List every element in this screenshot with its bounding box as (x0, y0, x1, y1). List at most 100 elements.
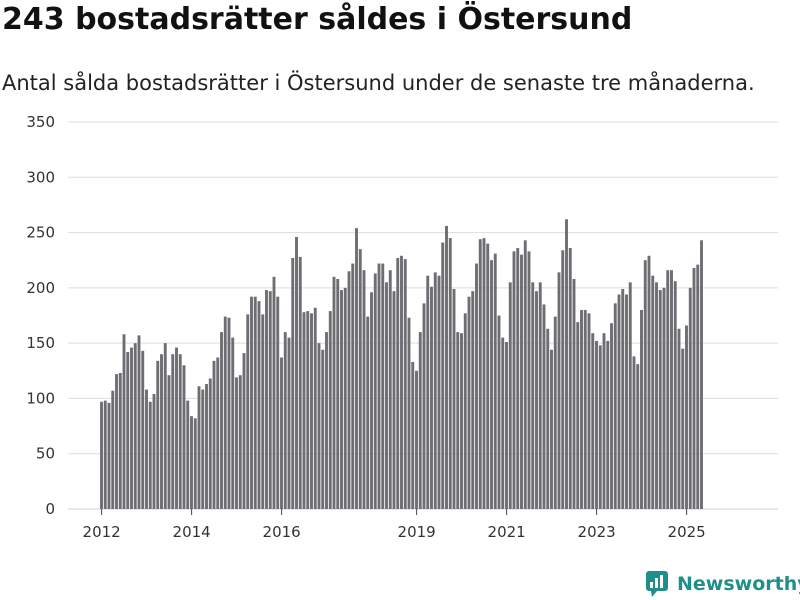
bar (122, 334, 126, 509)
bar (261, 314, 265, 509)
brand-name: Newsworthy (677, 573, 800, 595)
bar (700, 240, 703, 509)
bar (418, 332, 422, 509)
bar (126, 351, 130, 509)
bar (238, 375, 242, 509)
bar (317, 343, 321, 509)
bar (283, 332, 287, 509)
bar (617, 294, 621, 509)
bar (557, 272, 561, 509)
bar (475, 263, 478, 509)
bar (242, 353, 246, 509)
bar (640, 309, 643, 509)
bar (276, 296, 280, 509)
bar (298, 256, 302, 509)
bar (250, 296, 253, 509)
bar (621, 288, 625, 509)
bar (118, 373, 122, 509)
bar (550, 349, 553, 509)
bar (658, 290, 662, 509)
bar (235, 377, 238, 509)
bar (141, 350, 145, 509)
bar (651, 275, 655, 509)
bar (385, 282, 388, 509)
bar (546, 328, 550, 509)
bars (100, 219, 703, 510)
bar (467, 296, 471, 509)
bar (107, 402, 111, 509)
bar (355, 228, 358, 509)
y-tick-label: 150 (26, 334, 55, 352)
x-tick-label: 2014 (173, 523, 211, 541)
x-tick-label: 2012 (83, 523, 121, 541)
page-subtitle: Antal sålda bostadsrätter i Östersund un… (2, 71, 755, 95)
bar (208, 378, 212, 509)
newsworthy-logo-icon (646, 571, 668, 597)
bar (583, 309, 587, 509)
y-tick-label: 100 (26, 389, 55, 407)
bar (666, 270, 670, 509)
bar (216, 357, 220, 509)
bar (591, 333, 595, 509)
bar (388, 270, 392, 509)
bar (167, 375, 171, 509)
bar (156, 360, 160, 509)
bar (688, 287, 692, 509)
bar (280, 357, 283, 509)
bar (463, 313, 467, 509)
bar (685, 325, 688, 509)
bar (460, 333, 463, 509)
bar (257, 301, 261, 509)
bar (220, 332, 223, 509)
bar (163, 343, 167, 509)
bar (193, 418, 197, 509)
bar (347, 271, 351, 509)
bar (253, 296, 257, 509)
y-tick-label: 350 (26, 113, 55, 131)
y-tick-label: 200 (26, 279, 55, 297)
bar (587, 313, 591, 509)
bar (133, 343, 137, 509)
bar (493, 253, 497, 509)
y-tick-label: 50 (36, 445, 55, 463)
bar (568, 248, 572, 510)
bar (411, 361, 415, 509)
bar (223, 316, 227, 509)
bar (565, 219, 568, 510)
bar (643, 260, 647, 509)
bar (516, 248, 520, 510)
bar (313, 307, 317, 509)
bar (456, 332, 460, 509)
bar (647, 255, 651, 509)
bar (482, 238, 486, 509)
bar (400, 255, 403, 509)
bar (441, 242, 445, 509)
bar (576, 322, 580, 509)
bar (231, 337, 235, 509)
bar (321, 349, 325, 509)
bar (111, 390, 115, 509)
bar (632, 356, 636, 509)
bar (628, 282, 632, 509)
bar (175, 347, 178, 509)
bar (437, 275, 441, 509)
y-tick-label: 300 (26, 168, 55, 186)
bar (328, 311, 332, 509)
bar (426, 275, 430, 509)
bar (523, 240, 527, 509)
bar (152, 394, 156, 509)
bar (501, 337, 505, 509)
bar (287, 337, 291, 509)
bar (103, 400, 107, 509)
y-tick-label: 250 (26, 224, 55, 242)
bar (520, 254, 523, 509)
page-title: 243 bostadsrätter såldes i Östersund (2, 2, 633, 37)
bar (272, 276, 276, 509)
x-axis-ticks: 2012 2014 2016 2019 2021 2023 2025 (83, 509, 706, 541)
y-axis-ticks: 0 50 100 150 200 250 300 350 (26, 113, 55, 518)
bar (373, 273, 377, 509)
bar (445, 225, 448, 509)
bar (407, 317, 411, 509)
bar (613, 303, 617, 509)
bar (561, 250, 565, 509)
